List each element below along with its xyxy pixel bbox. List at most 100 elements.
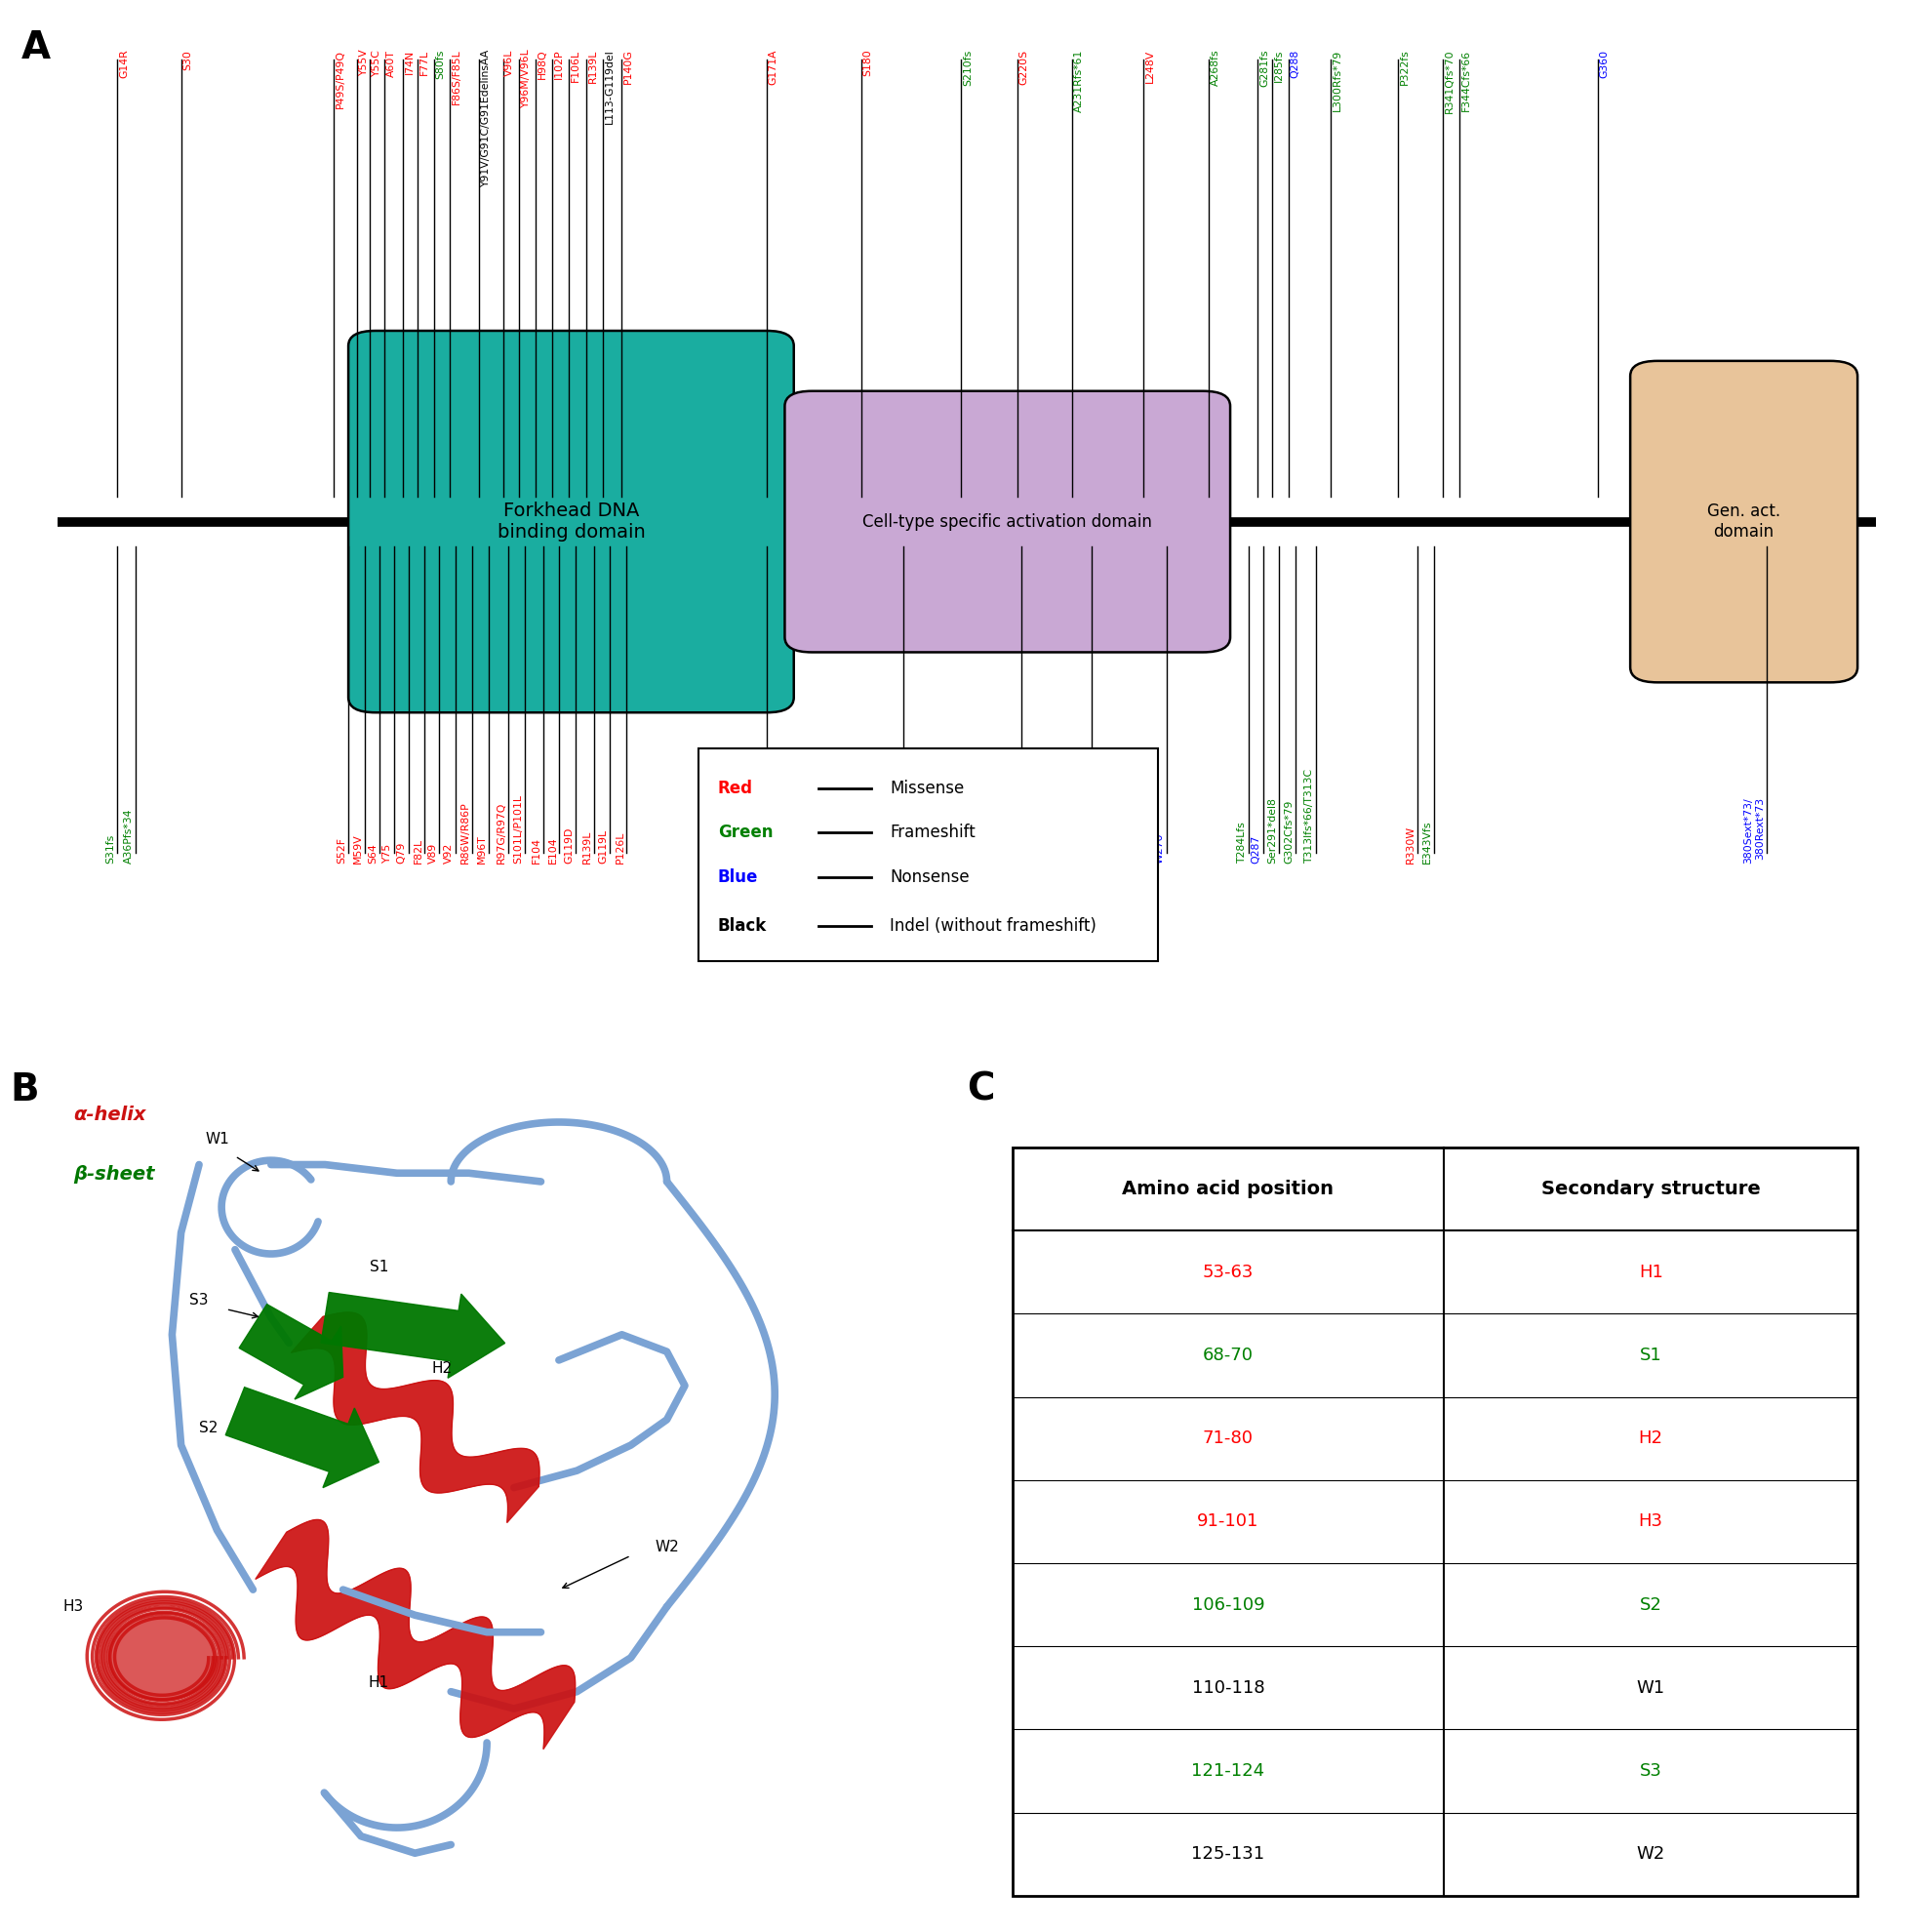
Text: G302Cfs*79: G302Cfs*79 <box>1284 800 1294 864</box>
Text: P140G: P140G <box>622 50 634 85</box>
Text: Q287: Q287 <box>1252 835 1261 864</box>
Text: M59V: M59V <box>354 833 364 864</box>
Text: Y75: Y75 <box>383 844 392 864</box>
Text: I285fs: I285fs <box>1275 50 1284 81</box>
Text: Black: Black <box>718 918 768 935</box>
Text: W1: W1 <box>205 1132 230 1146</box>
Text: Blue: Blue <box>718 867 758 887</box>
Text: 53-63: 53-63 <box>1202 1264 1254 1281</box>
Text: R97G/R97Q: R97G/R97Q <box>498 802 507 864</box>
Text: W2: W2 <box>655 1540 679 1555</box>
Text: A268fs: A268fs <box>1210 50 1219 87</box>
Text: Gen. act.
domain: Gen. act. domain <box>1707 502 1780 541</box>
Text: Forkhead DNA
binding domain: Forkhead DNA binding domain <box>498 502 645 541</box>
Text: L300Rfs*79: L300Rfs*79 <box>1332 50 1342 112</box>
Text: S3: S3 <box>189 1293 209 1308</box>
Text: Y55V: Y55V <box>360 50 369 77</box>
Text: F104: F104 <box>532 837 542 864</box>
Text: W1: W1 <box>1636 1679 1665 1696</box>
Text: L113-G119del: L113-G119del <box>605 50 614 124</box>
Text: A60T: A60T <box>387 50 396 77</box>
Text: H2: H2 <box>1638 1430 1663 1447</box>
Text: P49S/P49Q: P49S/P49Q <box>335 50 345 108</box>
Text: G14R: G14R <box>119 50 128 79</box>
Text: E104: E104 <box>547 837 557 864</box>
Text: H3: H3 <box>63 1600 84 1613</box>
Text: 106-109: 106-109 <box>1192 1596 1265 1613</box>
Text: L248V: L248V <box>1145 50 1154 83</box>
Text: I102P: I102P <box>553 50 563 79</box>
Text: S2: S2 <box>199 1420 218 1435</box>
Text: H3: H3 <box>1638 1513 1663 1530</box>
Text: M96T: M96T <box>477 835 486 864</box>
Text: V96L: V96L <box>505 50 515 75</box>
Text: F86S/F85L: F86S/F85L <box>452 50 461 104</box>
Text: G119L: G119L <box>599 829 609 864</box>
Polygon shape <box>109 1615 216 1700</box>
Text: Y96M/V96L: Y96M/V96L <box>521 50 530 108</box>
Text: G220S: G220S <box>1020 50 1030 85</box>
Text: A: A <box>21 29 50 66</box>
Text: H98Q: H98Q <box>538 50 547 79</box>
Text: W2: W2 <box>1636 1845 1665 1862</box>
Text: S210fs: S210fs <box>963 50 972 85</box>
Text: Frameshift: Frameshift <box>890 823 976 842</box>
Text: F77L: F77L <box>419 50 429 75</box>
Text: Cell-type specific activation domain: Cell-type specific activation domain <box>863 512 1152 531</box>
Text: Amino acid position: Amino acid position <box>1122 1180 1334 1198</box>
FancyBboxPatch shape <box>1013 1148 1858 1895</box>
Polygon shape <box>291 1312 540 1522</box>
Text: β-sheet: β-sheet <box>73 1165 155 1182</box>
Text: R330W: R330W <box>1407 825 1416 864</box>
Text: S64: S64 <box>367 842 377 864</box>
Text: Green: Green <box>718 823 773 842</box>
Text: B: B <box>10 1070 38 1109</box>
Polygon shape <box>239 1304 343 1399</box>
Text: G360: G360 <box>1600 50 1610 77</box>
Text: G171A: G171A <box>768 50 779 85</box>
Text: Nonsense: Nonsense <box>890 867 970 887</box>
Text: Secondary structure: Secondary structure <box>1541 1180 1761 1198</box>
Text: P322fs: P322fs <box>1399 50 1409 85</box>
Polygon shape <box>226 1387 379 1488</box>
Text: H238fs*57: H238fs*57 <box>1081 808 1091 864</box>
Text: S223: S223 <box>1009 837 1020 864</box>
Polygon shape <box>322 1293 505 1378</box>
Text: S3: S3 <box>1640 1762 1661 1779</box>
Text: S52F: S52F <box>337 837 346 864</box>
FancyBboxPatch shape <box>348 330 794 713</box>
Text: M206fs: M206fs <box>892 825 901 864</box>
Text: S2: S2 <box>1640 1596 1661 1613</box>
Text: I74N: I74N <box>404 50 415 73</box>
Text: R139L: R139L <box>588 50 597 83</box>
Text: 121-124: 121-124 <box>1191 1762 1265 1779</box>
Text: H1: H1 <box>1638 1264 1663 1281</box>
Text: S30: S30 <box>184 50 193 70</box>
Text: F106L: F106L <box>570 50 580 81</box>
Text: S1: S1 <box>1640 1347 1661 1364</box>
Text: S31fs: S31fs <box>105 835 115 864</box>
Text: S180: S180 <box>863 50 873 77</box>
Text: C: C <box>967 1070 995 1109</box>
Text: α-helix: α-helix <box>73 1105 145 1124</box>
Text: H1: H1 <box>369 1675 389 1690</box>
Text: P126L: P126L <box>614 831 624 864</box>
Text: F82L: F82L <box>413 838 423 864</box>
Text: Missense: Missense <box>890 779 965 798</box>
Text: 91-101: 91-101 <box>1196 1513 1259 1530</box>
Text: S101L/P101L: S101L/P101L <box>513 794 523 864</box>
FancyBboxPatch shape <box>699 748 1158 962</box>
Text: T284Lfs: T284Lfs <box>1236 821 1246 864</box>
Text: Y55C: Y55C <box>371 50 381 77</box>
Text: Ser291*del8: Ser291*del8 <box>1267 798 1277 864</box>
Text: S80fs: S80fs <box>436 50 446 79</box>
Text: T313lfs*66/T313C: T313lfs*66/T313C <box>1303 769 1313 864</box>
Text: 110-118: 110-118 <box>1192 1679 1265 1696</box>
Text: Q79: Q79 <box>396 840 406 864</box>
Text: G281fs: G281fs <box>1259 50 1269 87</box>
Text: A231Rfs*61: A231Rfs*61 <box>1074 50 1083 112</box>
Text: Indel (without frameshift): Indel (without frameshift) <box>890 918 1097 935</box>
Text: Y170: Y170 <box>754 837 766 864</box>
Text: R341Qfs*70: R341Qfs*70 <box>1445 50 1455 114</box>
Text: 125-131: 125-131 <box>1191 1845 1265 1862</box>
